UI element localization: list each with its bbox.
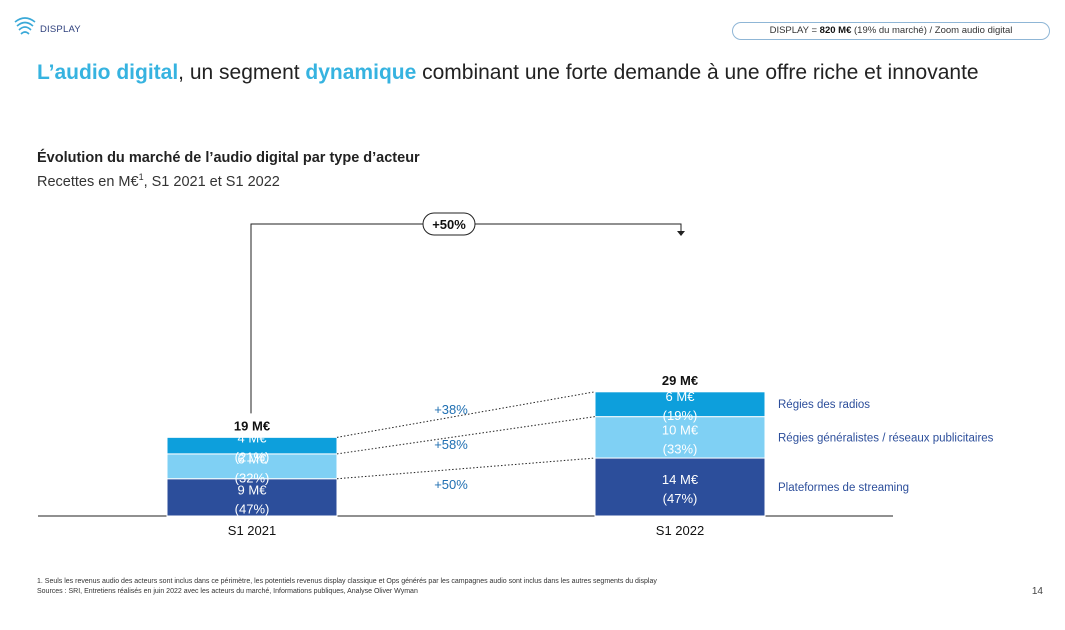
total-growth-bracket <box>250 223 682 414</box>
bar-total-label: 29 M€ <box>662 373 698 388</box>
segment-value-label: 4 M€ <box>238 431 268 446</box>
footnotes: 1. Seuls les revenus audio des acteurs s… <box>37 577 657 597</box>
total-growth-label: +50% <box>432 217 466 232</box>
total-growth-arrowhead <box>677 231 685 236</box>
total-growth-badge <box>422 212 476 236</box>
connector-line <box>336 416 596 455</box>
chart-title: Évolution du marché de l’audio digital p… <box>37 150 420 166</box>
segment-value-label: 10 M€ <box>662 422 699 437</box>
segment-growth-label: +50% <box>434 477 468 492</box>
brand-logo-icon <box>14 17 36 35</box>
bar-segment <box>594 391 766 418</box>
segment-growth-label: +58% <box>434 437 468 452</box>
title-highlight-1: L’audio digital <box>37 61 179 84</box>
segment-pill: DISPLAY = 820 M€ (19% du marché) / Zoom … <box>732 22 1050 40</box>
chart-unit-footnote-mark: 1 <box>138 172 144 182</box>
chart-subtitle: Recettes en M€1, S1 2021 et S1 2022 <box>37 172 280 190</box>
x-tick-label: S1 2022 <box>656 523 704 538</box>
bar-segment <box>166 436 338 455</box>
title-highlight-2: dynamique <box>305 61 417 84</box>
footnote-1: 1. Seuls les revenus audio des acteurs s… <box>37 578 657 585</box>
bar-segment <box>166 478 338 517</box>
chart-unit-period: , S1 2021 et S1 2022 <box>143 173 280 190</box>
connector-line <box>336 457 596 480</box>
title-text-2: combinant une forte demande à une offre … <box>416 61 979 84</box>
legend-label: Plateformes de streaming <box>778 482 909 494</box>
segment-share-label: (47%) <box>663 491 698 506</box>
legend-label: Régies généralistes / réseaux publicitai… <box>778 432 994 444</box>
legend-label: Régies des radios <box>778 399 870 411</box>
bar-segment <box>594 457 766 517</box>
segment-growth-label: +38% <box>434 402 468 417</box>
bar-total-label: 19 M€ <box>234 418 270 433</box>
chart-unit-text: Recettes en M€ <box>37 173 139 190</box>
section-label: DISPLAY <box>40 24 81 35</box>
segment-share-label: (19%) <box>663 408 698 423</box>
bar-segment <box>166 453 338 480</box>
segment-share-label: (32%) <box>235 470 270 485</box>
segment-value-label: 9 M€ <box>238 482 268 497</box>
pill-suffix: (19% du marché) / Zoom audio digital <box>851 25 1013 36</box>
sources-note: Sources : SRI, Entretiens réalisés en ju… <box>37 588 418 595</box>
x-tick-label: S1 2021 <box>228 523 276 538</box>
segment-value-label: 6 M€ <box>666 389 696 404</box>
pill-value: 820 M€ <box>819 25 852 36</box>
connector-line <box>336 391 596 438</box>
page-number: 14 <box>1031 586 1043 597</box>
bar-segment <box>594 416 766 459</box>
segment-value-label: 14 M€ <box>662 472 699 487</box>
title-text-1: , un segment <box>178 61 306 84</box>
segment-share-label: (33%) <box>663 441 698 456</box>
segment-share-label: (47%) <box>235 501 270 516</box>
page-title: L’audio digital, un segment dynamique co… <box>37 60 1027 86</box>
pill-prefix: DISPLAY = <box>769 25 820 36</box>
segment-value-label: 6 M€ <box>238 451 268 466</box>
segment-share-label: (21%) <box>235 450 270 465</box>
